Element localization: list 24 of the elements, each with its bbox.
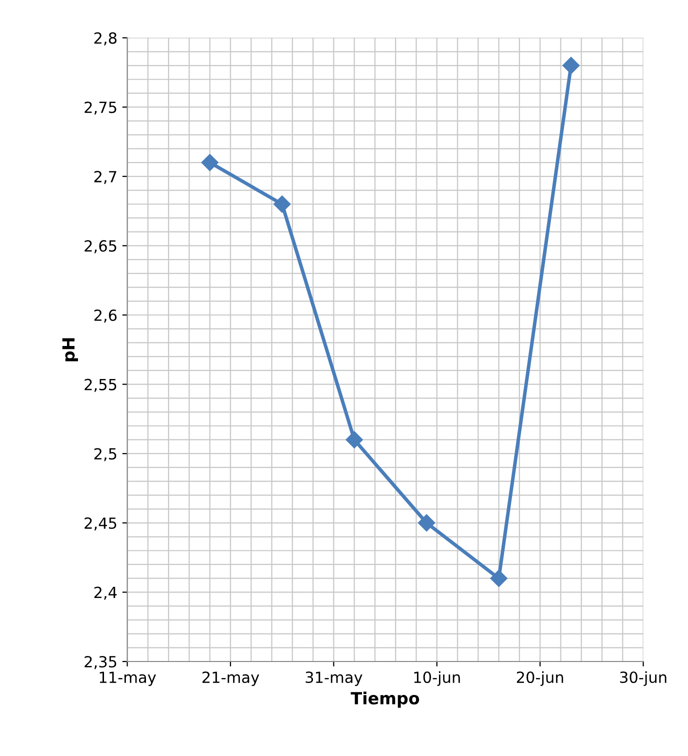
point: [490, 570, 508, 587]
y-tick-label: 2,45: [84, 517, 116, 530]
y-tick-label: 2,7: [94, 170, 116, 184]
y-tick-label: 2,4: [94, 586, 117, 600]
y-tick-label: 2,8: [94, 32, 117, 46]
point: [418, 514, 436, 532]
y-tick-label: 2,6: [94, 309, 117, 323]
x-axis-title: Tiempo: [350, 692, 420, 708]
y-tick-label: 2,55: [84, 378, 116, 392]
point: [346, 431, 363, 448]
x-tick-label: 20-jun: [516, 671, 564, 686]
y-tick-label: 2,5: [94, 448, 116, 462]
point: [274, 196, 291, 213]
x-tick-label: 10-jun: [414, 671, 460, 686]
x-tick-label: 31-may: [306, 671, 362, 686]
y-axis-title: pH: [62, 338, 78, 362]
y-tick-label: 2,35: [84, 656, 116, 670]
x-tick-label: 21-may: [202, 671, 260, 686]
point: [562, 56, 580, 74]
x-tick-label: 11-may: [100, 672, 156, 686]
x-tick-label: 30-jun: [620, 671, 666, 686]
y-tick-label: 2,65: [84, 240, 116, 254]
y-tick-label: 2,75: [84, 102, 116, 115]
point: [201, 154, 218, 172]
